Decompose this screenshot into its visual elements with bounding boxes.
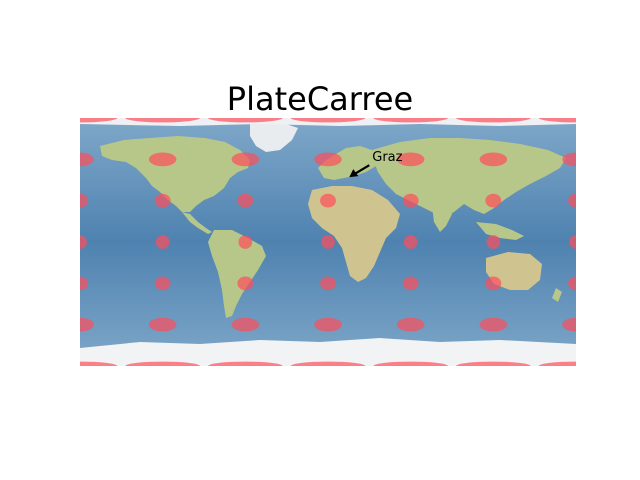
map-circle-marker <box>80 361 118 366</box>
map-circle-marker <box>403 235 418 249</box>
map-area <box>80 118 576 366</box>
map-circle-marker <box>562 317 576 332</box>
map-circle-marker <box>485 276 502 291</box>
map-circle-marker <box>80 152 94 167</box>
map-circle-marker <box>320 193 336 208</box>
map-circle-marker <box>154 276 171 291</box>
map-circle-marker <box>125 118 200 123</box>
map-circle-marker <box>155 235 170 249</box>
annotation-layer: Graz <box>349 150 403 178</box>
map-circle-marker <box>80 193 88 208</box>
map-circle-marker <box>231 317 260 332</box>
map-circle-marker <box>80 118 118 123</box>
map-circle-marker <box>396 317 425 332</box>
map-circle-marker <box>80 317 94 332</box>
map-circle-marker <box>568 276 576 291</box>
map-circle-marker <box>80 235 87 249</box>
map-circle-marker <box>154 193 171 208</box>
map-circle-marker <box>208 361 283 366</box>
map-circle-marker <box>456 118 531 123</box>
land-greenland <box>250 122 298 152</box>
land-central-america <box>182 212 212 234</box>
land-masses <box>80 118 576 366</box>
circles-layer <box>80 118 576 366</box>
annotation-arrow-shaft <box>353 164 370 176</box>
map-circle-marker <box>237 276 254 291</box>
map-circle-marker <box>125 361 200 366</box>
land-antarctica <box>80 338 576 366</box>
map-circle-marker <box>396 152 425 167</box>
map-circle-marker <box>148 152 177 167</box>
map-circle-marker <box>568 193 576 208</box>
map-circle-marker <box>237 193 254 208</box>
map-circle-marker <box>80 276 88 291</box>
land-africa <box>308 186 400 282</box>
map-circle-marker <box>569 235 576 249</box>
map-circle-marker <box>486 235 501 249</box>
map-circle-marker <box>373 361 448 366</box>
land-new-zealand <box>552 288 562 302</box>
land-india <box>432 206 452 232</box>
annotation-arrow-head <box>349 169 359 178</box>
map-circle-marker <box>238 235 253 249</box>
map-circle-marker <box>373 118 448 123</box>
map-circle-marker <box>208 118 283 123</box>
map-circle-marker <box>456 361 531 366</box>
land-north-america <box>100 136 250 212</box>
map-circle-marker <box>538 361 576 366</box>
annotation-label: Graz <box>372 150 402 165</box>
map-circle-marker <box>562 152 576 167</box>
map-circle-marker <box>314 317 342 332</box>
map-circle-marker <box>479 317 508 332</box>
map-circle-marker <box>290 118 366 123</box>
map-title: PlateCarree <box>226 80 414 118</box>
map-circle-marker <box>321 235 335 249</box>
map-circle-marker <box>290 361 366 366</box>
map-circle-marker <box>538 118 576 123</box>
map-circle-marker <box>320 276 336 291</box>
map-circle-marker <box>231 152 260 167</box>
map-circle-marker <box>148 317 177 332</box>
land-south-america <box>208 230 266 318</box>
map-circle-marker <box>479 152 508 167</box>
land-se-asia <box>476 222 524 240</box>
map-circle-marker <box>402 276 419 291</box>
map-circle-marker <box>485 193 502 208</box>
map-circle-marker <box>314 152 342 167</box>
map-circle-marker <box>402 193 419 208</box>
land-europe <box>318 146 380 180</box>
